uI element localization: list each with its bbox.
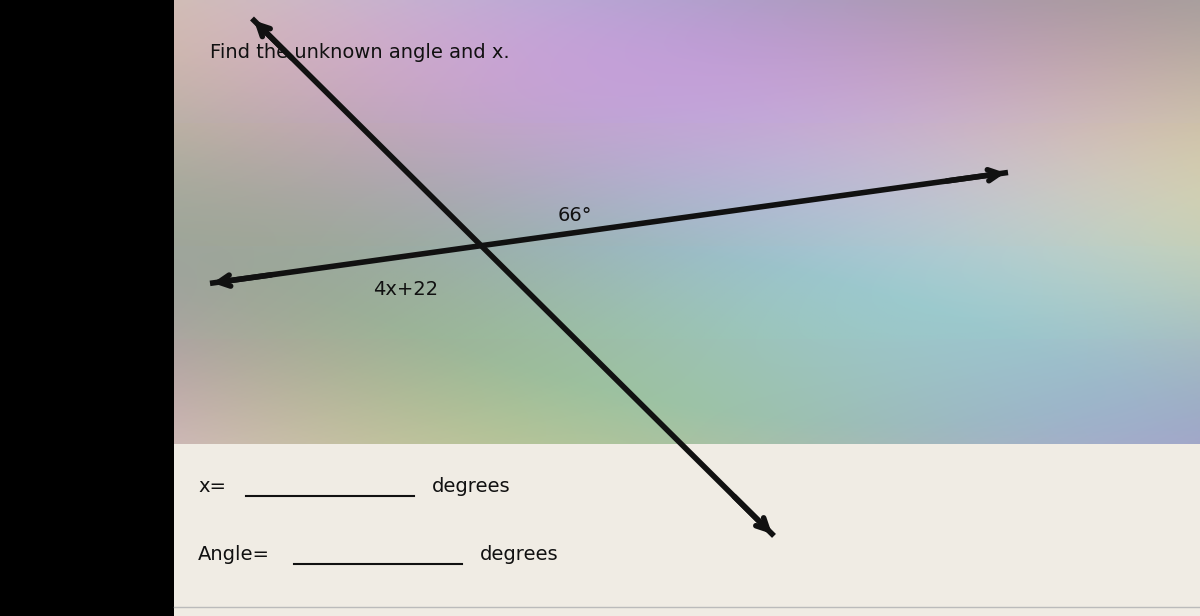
Bar (174, 339, 1200, 462)
Text: degrees: degrees (480, 545, 559, 564)
Bar (174, 123, 1200, 246)
Text: 4x+22: 4x+22 (373, 280, 438, 299)
Bar (174, 0, 1200, 123)
Text: Angle=: Angle= (198, 545, 270, 564)
Bar (174, 246, 1200, 339)
Text: 66°: 66° (558, 206, 593, 225)
Text: x=: x= (198, 477, 226, 496)
Bar (174, 444, 1200, 616)
Text: degrees: degrees (432, 477, 511, 496)
Bar (174, 0, 1200, 616)
Text: Find the unknown angle and x.: Find the unknown angle and x. (210, 43, 510, 62)
Bar (174, 493, 1200, 616)
